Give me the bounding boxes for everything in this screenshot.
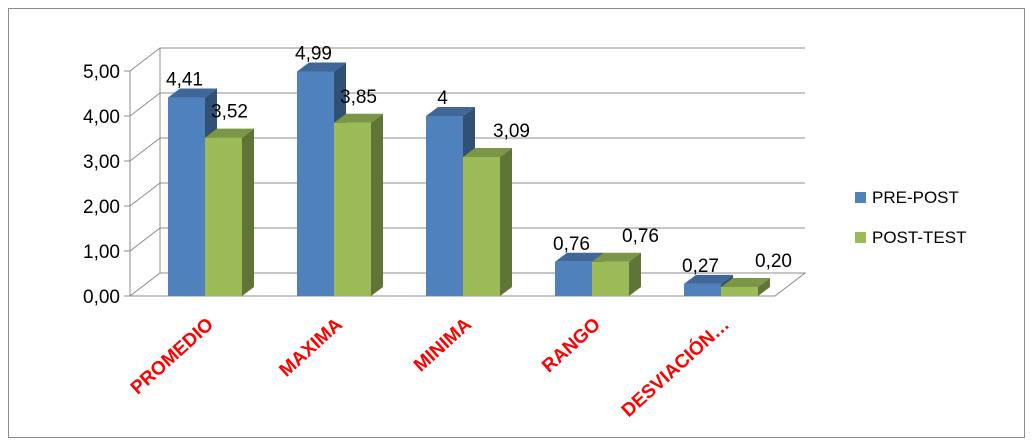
gridline xyxy=(129,227,805,252)
gridline xyxy=(129,47,805,72)
bar-pre-post-2 xyxy=(426,107,475,296)
y-tick-label: 2,00 xyxy=(83,197,120,218)
gridline xyxy=(129,137,805,162)
data-label: 0,27 xyxy=(682,256,719,277)
category-label: DESVIACIÓN… xyxy=(617,313,734,421)
y-tick-label: 1,00 xyxy=(83,242,120,263)
data-label: 3,85 xyxy=(340,87,377,108)
data-label: 3,09 xyxy=(493,121,530,142)
bar-post-test-4 xyxy=(721,278,770,296)
y-tick-label: 4,00 xyxy=(83,107,120,128)
category-label: MAXIMA xyxy=(276,314,348,381)
legend-label: PRE-POST xyxy=(872,188,959,207)
category-label: MINIMA xyxy=(410,314,476,376)
bars xyxy=(168,62,770,297)
gridlines xyxy=(129,47,805,252)
bar-post-test-1 xyxy=(334,113,383,296)
data-label: 4,41 xyxy=(166,70,203,91)
y-tick-label: 3,00 xyxy=(83,152,120,173)
bar-post-test-3 xyxy=(592,252,641,296)
data-label: 0,76 xyxy=(622,226,659,247)
data-label: 3,52 xyxy=(211,102,248,123)
data-label: 0,76 xyxy=(553,234,590,255)
axes xyxy=(124,70,130,297)
data-labels: 4,41 3,52 4,99 3,85 4 3,09 0,76 0,76 0,27 0,20 xyxy=(166,43,792,276)
legend-swatch xyxy=(855,192,866,203)
y-tick-labels: 0,00 1,00 2,00 3,00 4,00 5,00 xyxy=(83,62,120,308)
gridline xyxy=(129,92,805,117)
bar-post-test-0 xyxy=(205,128,254,296)
data-label: 0,20 xyxy=(755,251,792,272)
category-label: RANGO xyxy=(538,314,605,377)
legend-swatch xyxy=(855,232,866,243)
category-label: PROMEDIO xyxy=(127,314,218,399)
x-category-labels: PROMEDIO MAXIMA MINIMA RANGO DESVIACIÓN… xyxy=(127,313,734,421)
y-tick-label: 0,00 xyxy=(83,287,120,308)
data-label: 4,99 xyxy=(295,43,332,64)
y-tick-label: 5,00 xyxy=(83,62,120,83)
gridline xyxy=(129,182,805,207)
bar-post-test-2 xyxy=(463,147,512,296)
legend-label: POST-TEST xyxy=(872,228,966,247)
legend: PRE-POST POST-TEST xyxy=(855,188,966,247)
data-label: 4 xyxy=(437,88,448,109)
